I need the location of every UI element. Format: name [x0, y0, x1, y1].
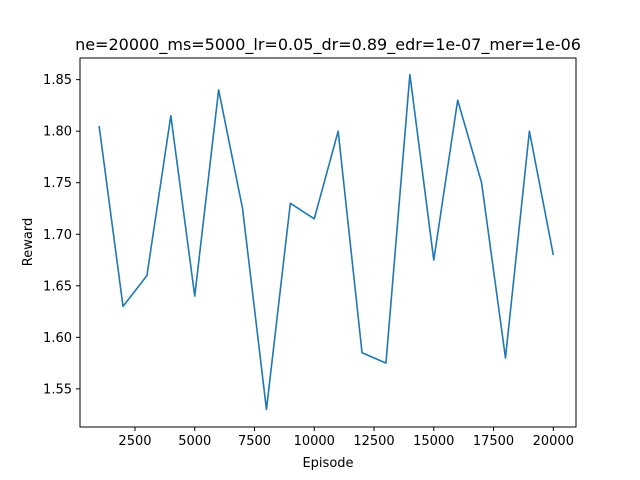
x-tick-label: 5000: [178, 434, 211, 449]
y-tick-label: 1.60: [43, 331, 72, 346]
x-tick-label: 12500: [353, 434, 394, 449]
y-tick-label: 1.70: [43, 228, 72, 243]
x-tick-label: 2500: [118, 434, 151, 449]
reward-series-line: [98, 73, 555, 411]
y-axis-label: Reward: [21, 218, 36, 266]
chart-title: ne=20000_ms=5000_lr=0.05_dr=0.89_edr=1e-…: [75, 35, 581, 55]
plot-frame: [79, 57, 577, 428]
y-tick-label: 1.80: [43, 125, 72, 140]
x-tick-label: 20000: [533, 434, 574, 449]
y-tick-label: 1.65: [43, 279, 72, 294]
y-tick-label: 1.75: [43, 176, 72, 191]
x-axis: 2500 5000 7500 10000 12500 15000 17500 20000: [118, 427, 574, 449]
x-tick-label: 17500: [473, 434, 514, 449]
x-tick-label: 15000: [413, 434, 454, 449]
y-tick-label: 1.55: [43, 382, 72, 397]
x-axis-label: Episode: [302, 456, 353, 471]
y-axis: 1.55 1.60 1.65 1.70 1.75 1.80 1.85: [43, 73, 80, 397]
plot-area: [98, 73, 555, 411]
x-tick-label: 7500: [238, 434, 271, 449]
x-tick-label: 10000: [294, 434, 335, 449]
y-tick-label: 1.85: [43, 73, 72, 88]
